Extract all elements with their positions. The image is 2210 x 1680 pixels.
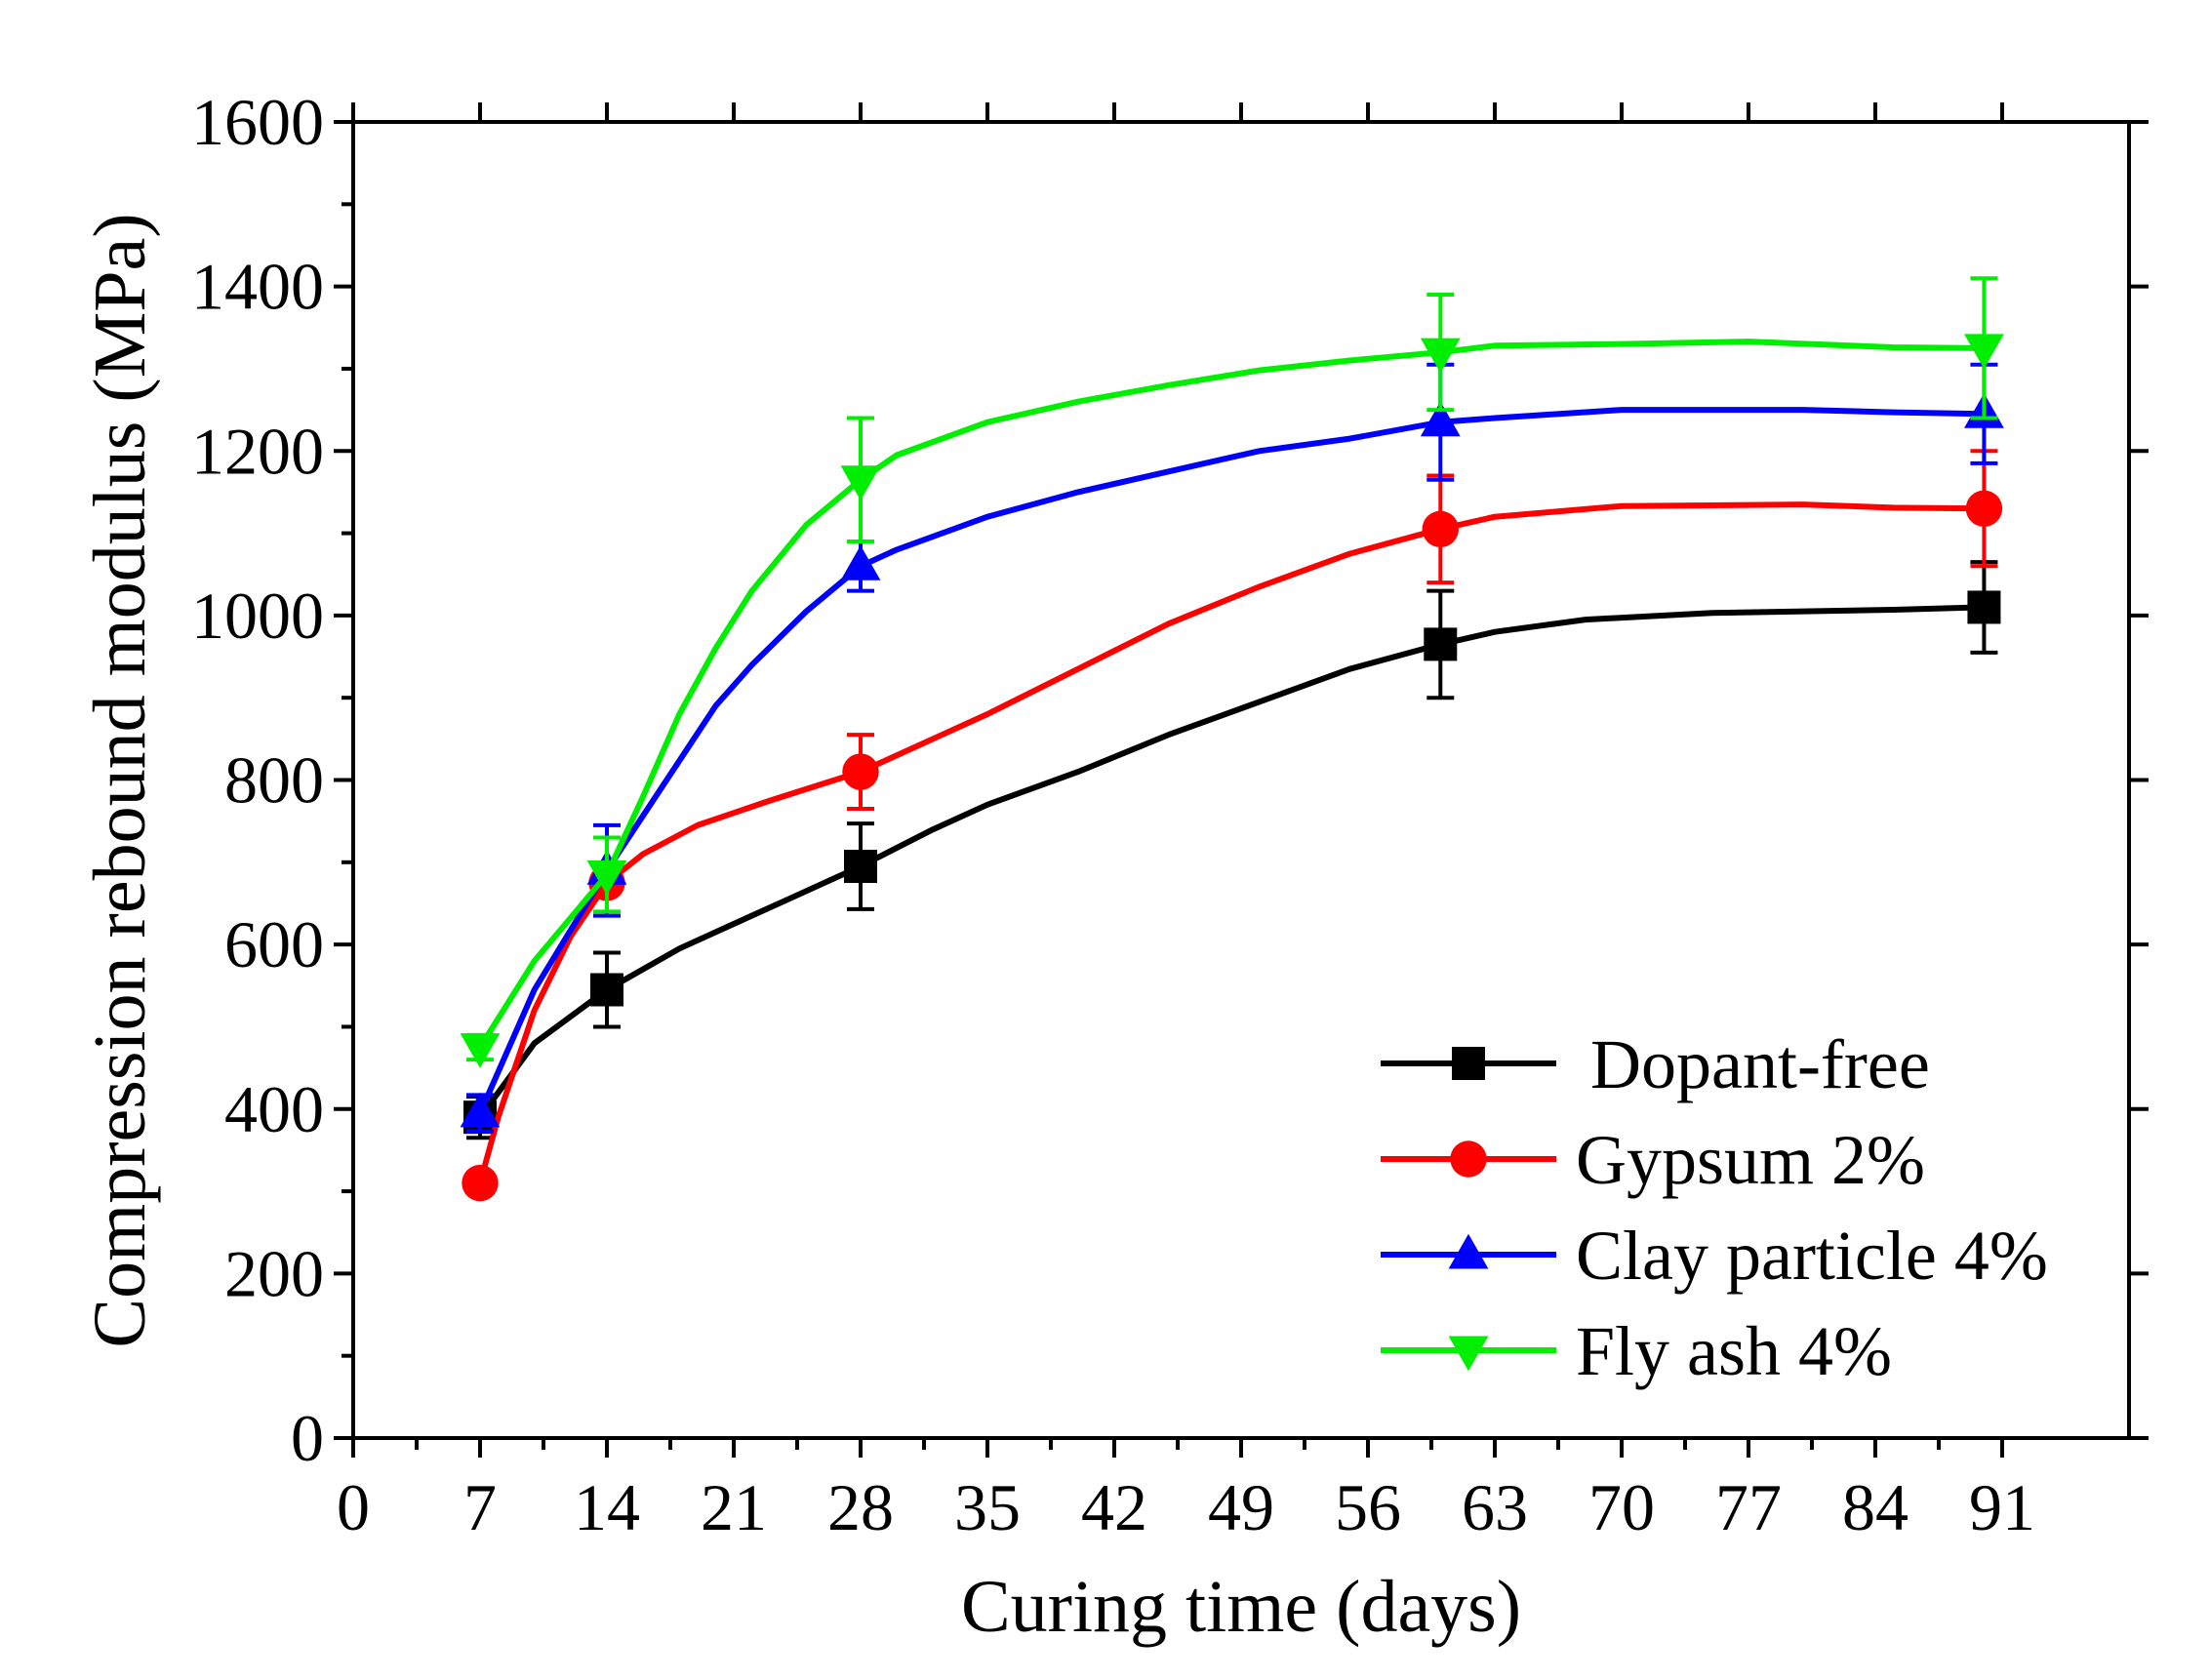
legend-label: Fly ash 4% <box>1576 1312 1892 1390</box>
series-line <box>477 407 1985 1115</box>
data-point <box>1424 627 1458 661</box>
x-tick-label: 28 <box>827 1470 894 1544</box>
series-line <box>477 339 1985 1050</box>
series-clay-particle-4- <box>460 362 2004 1134</box>
series-line <box>477 501 1985 1184</box>
data-point <box>460 1092 501 1128</box>
x-tick-label: 42 <box>1081 1470 1147 1544</box>
x-axis-title: Curing time (days) <box>961 1566 1521 1648</box>
legend-marker <box>1450 1140 1487 1178</box>
data-point <box>840 465 881 501</box>
axis-ticks <box>334 102 2149 1458</box>
legend-item: Dopant-free <box>1381 1025 1930 1103</box>
x-tick-label: 77 <box>1715 1470 1782 1544</box>
y-axis-title: Compression rebound modulus (MPa) <box>79 213 161 1347</box>
y-tick-labels: 0 200 400 600 800 1000 1200 1400 1600 <box>191 85 324 1475</box>
legend-label: Gypsum 2% <box>1576 1121 1925 1199</box>
legend-item: Gypsum 2% <box>1381 1121 1925 1199</box>
x-tick-labels: 0 7 14 21 28 35 42 49 56 63 70 77 84 91 <box>337 1470 2035 1544</box>
x-tick-label: 91 <box>1969 1470 2035 1544</box>
data-point <box>462 1164 499 1202</box>
x-tick-label: 0 <box>337 1470 370 1544</box>
y-tick-label: 1000 <box>191 579 324 653</box>
x-tick-label: 21 <box>701 1470 767 1544</box>
x-tick-label: 35 <box>954 1470 1021 1544</box>
legend-label: Clay particle 4% <box>1576 1217 2048 1295</box>
legend-item: Clay particle 4% <box>1381 1217 2048 1295</box>
x-tick-label: 56 <box>1335 1470 1401 1544</box>
data-point <box>1964 334 2004 370</box>
y-tick-label: 1400 <box>191 250 324 324</box>
series-line <box>477 604 1985 1119</box>
y-tick-label: 400 <box>224 1072 324 1146</box>
series-layer <box>460 276 2004 1202</box>
y-tick-label: 800 <box>224 743 324 818</box>
legend-marker <box>1452 1047 1485 1080</box>
data-point <box>1967 590 2001 624</box>
data-point <box>842 753 879 790</box>
y-tick-label: 0 <box>291 1401 324 1475</box>
y-tick-label: 1600 <box>191 85 324 159</box>
series-fly-ash-4- <box>460 276 2004 1068</box>
data-point <box>844 850 877 884</box>
legend-marker <box>1448 1336 1489 1372</box>
data-point <box>586 860 627 896</box>
data-point <box>460 1033 501 1068</box>
data-point <box>1420 338 1461 374</box>
y-tick-label: 600 <box>224 907 324 981</box>
data-point <box>840 545 881 580</box>
data-point <box>1422 510 1459 548</box>
legend-item: Fly ash 4% <box>1381 1312 1892 1390</box>
data-point <box>1420 401 1461 437</box>
x-tick-label: 70 <box>1588 1470 1655 1544</box>
y-tick-label: 200 <box>224 1236 324 1310</box>
legend-label: Dopant-free <box>1590 1025 1930 1103</box>
x-tick-label: 49 <box>1208 1470 1274 1544</box>
x-tick-label: 63 <box>1462 1470 1528 1544</box>
x-tick-label: 84 <box>1842 1470 1909 1544</box>
data-point <box>1965 490 2003 527</box>
data-point <box>590 973 623 1007</box>
legend-marker <box>1448 1233 1489 1269</box>
legend: Dopant-free Gypsum 2% Clay particle 4% Fly … <box>1381 1025 2048 1390</box>
x-tick-label: 14 <box>574 1470 640 1544</box>
y-tick-label: 1200 <box>191 414 324 488</box>
x-tick-label: 7 <box>463 1470 497 1544</box>
